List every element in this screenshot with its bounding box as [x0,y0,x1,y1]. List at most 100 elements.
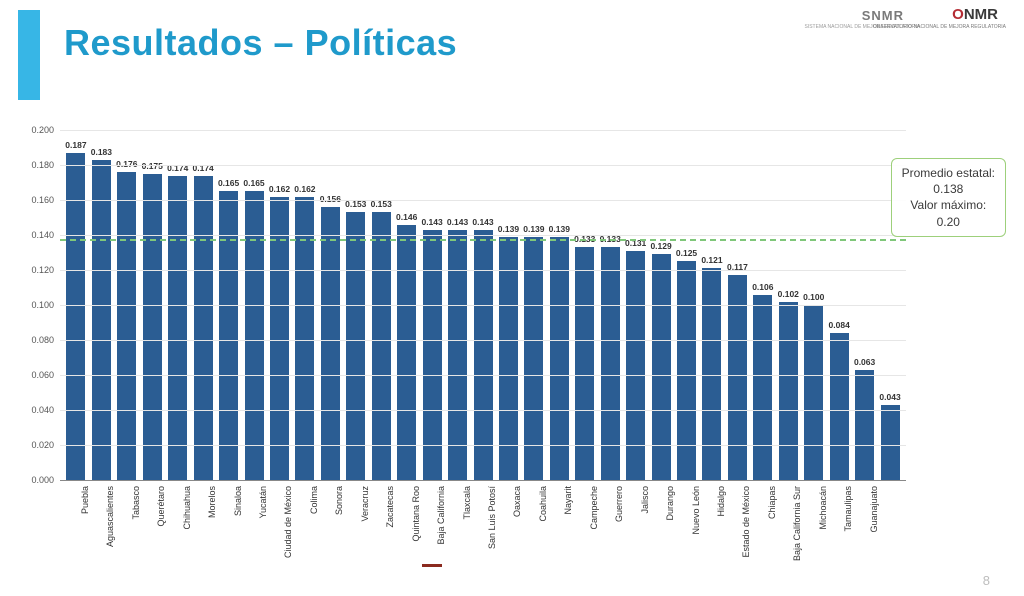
chart-gridline [60,445,906,446]
chart-x-category-label: Sonora [334,486,344,515]
chart-x-category-label: Nayarit [563,486,573,515]
chart-y-tick-label: 0.020 [20,440,54,450]
chart-bar: 0.156 [321,207,340,480]
chart-bar: 0.063 [855,370,874,480]
page-number: 8 [983,573,990,588]
chart-bar: 0.043 [881,405,900,480]
info-max-value: 0.20 [902,214,995,230]
chart-x-category-label: Guanajuato [869,486,879,533]
chart-bar-value-label: 0.176 [116,159,137,169]
chart-bar-value-label: 0.102 [778,289,799,299]
chart-y-tick-label: 0.040 [20,405,54,415]
chart-x-category-label: Chihuahua [182,486,192,530]
chart-x-category-label: Michoacán [818,486,828,530]
page-title: Resultados – Políticas [64,22,457,64]
chart-y-tick-label: 0.140 [20,230,54,240]
chart-bar: 0.176 [117,172,136,480]
logo-onmr-subtitle: OBSERVATORIO NACIONAL DE MEJORA REGULATO… [873,24,1006,30]
chart-y-tick-label: 0.100 [20,300,54,310]
chart-x-category-label: Tlaxcala [462,486,472,520]
chart-y-tick-label: 0.120 [20,265,54,275]
chart-x-category-label: Nuevo León [691,486,701,535]
chart-bar-value-label: 0.165 [218,178,239,188]
chart-bar-value-label: 0.100 [803,292,824,302]
chart-bar: 0.174 [194,176,213,481]
chart-plot-area: 0.187 0.183 0.176 0.175 0.174 0.174 0.165 0.165… [60,130,906,481]
chart-bar-value-label: 0.125 [676,248,697,258]
chart-x-category-label: Ciudad de México [283,486,293,558]
chart-y-tick-label: 0.060 [20,370,54,380]
chart-gridline [60,200,906,201]
chart-gridline [60,375,906,376]
chart-x-category-label: Durango [665,486,675,521]
info-avg-label: Promedio estatal: [902,165,995,181]
logo-onmr: ONMR [952,6,998,23]
chart-x-category-label: Tamaulipas [843,486,853,532]
chart-bar: 0.139 [499,237,518,480]
chart-stats-box: Promedio estatal: 0.138 Valor máximo: 0.… [891,158,1006,237]
chart-y-tick-label: 0.200 [20,125,54,135]
chart-y-tick-label: 0.080 [20,335,54,345]
chart-x-category-label: Baja California [436,486,446,545]
chart-bar-value-label: 0.174 [167,163,188,173]
chart-bar-value-label: 0.156 [320,194,341,204]
chart-highlight-underline [422,564,442,567]
chart-bar-value-label: 0.143 [472,217,493,227]
chart-bar-value-label: 0.063 [854,357,875,367]
chart-bar: 0.100 [804,305,823,480]
chart-x-category-label: Baja California Sur [792,486,802,561]
chart-bar: 0.174 [168,176,187,481]
logo-onmr-o: O [952,6,964,23]
chart-bar: 0.102 [779,302,798,481]
chart-bar: 0.125 [677,261,696,480]
chart-gridline [60,410,906,411]
chart-gridline [60,305,906,306]
chart-bar: 0.143 [448,230,467,480]
chart-bar: 0.129 [652,254,671,480]
chart-bar: 0.143 [423,230,442,480]
chart-bar-value-label: 0.187 [65,140,86,150]
bar-chart: 0.187 0.183 0.176 0.175 0.174 0.174 0.165 0.165… [20,130,1014,586]
chart-bar: 0.153 [346,212,365,480]
slide-page: Resultados – Políticas SNMR SISTEMA NACI… [0,0,1024,596]
chart-x-category-label: Veracruz [360,486,370,522]
chart-bar-value-label: 0.165 [243,178,264,188]
chart-bar: 0.153 [372,212,391,480]
chart-bar-value-label: 0.139 [523,224,544,234]
chart-bar: 0.139 [524,237,543,480]
chart-x-category-label: Tabasco [131,486,141,520]
chart-gridline [60,235,906,236]
info-avg-value: 0.138 [902,181,995,197]
chart-bar: 0.143 [474,230,493,480]
chart-x-category-label: Morelos [207,486,217,518]
chart-x-category-label: Aguascalientes [105,486,115,547]
chart-bar-value-label: 0.084 [829,320,850,330]
chart-bar-value-label: 0.146 [396,212,417,222]
logo-onmr-rest: NMR [964,6,998,23]
logo-snmr: SNMR [862,8,904,23]
chart-bar: 0.175 [143,174,162,480]
chart-bar-value-label: 0.183 [91,147,112,157]
chart-x-category-label: Guerrero [614,486,624,522]
chart-x-category-label: Sinaloa [233,486,243,516]
chart-x-category-label: Querétaro [156,486,166,527]
chart-bar-value-label: 0.143 [421,217,442,227]
chart-bar-value-label: 0.106 [752,282,773,292]
chart-y-tick-label: 0.000 [20,475,54,485]
chart-x-category-label: Yucatán [258,486,268,519]
chart-gridline [60,165,906,166]
chart-bar-value-label: 0.129 [650,241,671,251]
chart-bar: 0.183 [92,160,111,480]
chart-bar: 0.187 [66,153,85,480]
chart-bar-value-label: 0.143 [447,217,468,227]
chart-bar-value-label: 0.121 [701,255,722,265]
chart-bar-value-label: 0.043 [879,392,900,402]
chart-y-tick-label: 0.180 [20,160,54,170]
chart-y-tick-label: 0.160 [20,195,54,205]
chart-gridline [60,270,906,271]
chart-x-category-label: Puebla [80,486,90,514]
chart-x-category-label: Jalisco [640,486,650,514]
chart-x-category-label: Hidalgo [716,486,726,517]
chart-gridline [60,340,906,341]
chart-x-category-label: Estado de México [741,486,751,558]
